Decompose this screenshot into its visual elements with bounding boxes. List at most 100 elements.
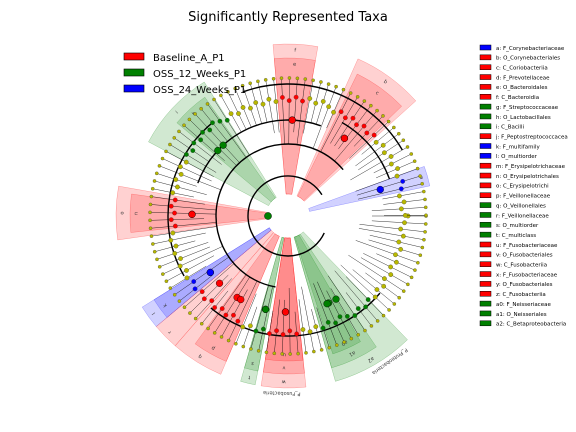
tree-leaf [219, 335, 224, 339]
tree-branch [356, 175, 421, 196]
tree-node [178, 171, 184, 177]
tree-leaf [248, 81, 252, 86]
tree-branch [183, 125, 225, 161]
sector-node-a [376, 185, 384, 194]
sector-q [174, 232, 280, 375]
sector-letter-t: t [248, 374, 251, 380]
key-label-c: c: C_Coriobacteriia [496, 66, 548, 72]
tree-branch [281, 78, 285, 145]
tree-node [191, 140, 197, 146]
tree-branch [358, 140, 404, 171]
tree-branch [326, 89, 344, 129]
tree-branch [327, 275, 366, 331]
tree-branch [298, 299, 307, 353]
tree-branch [320, 92, 351, 152]
sector-b [296, 58, 417, 202]
tree-branch [265, 79, 275, 134]
key-swatch-s [479, 222, 492, 228]
tree-node [177, 164, 183, 170]
tree-node [236, 111, 241, 116]
tree-leaf [386, 119, 391, 124]
legend-swatch-baseline [123, 52, 145, 61]
tree-node [223, 312, 229, 318]
key-label-a1: a1: O_Neisseriales [496, 312, 547, 318]
tree-leaf [420, 182, 424, 186]
tree-node [343, 115, 348, 121]
tree-leaf [149, 234, 154, 238]
tree-leaf [296, 351, 300, 356]
tree-leaf [212, 331, 217, 335]
key-swatch-c [479, 64, 492, 70]
tree-leaf [304, 351, 308, 355]
tree-node [190, 148, 196, 153]
tree-branch [207, 103, 247, 158]
key-label-a0: a0: F_Neisseriaceae [496, 302, 551, 308]
tree-branch [200, 108, 228, 142]
tree-arc [247, 175, 325, 257]
sector-letter-b: b [382, 79, 388, 86]
tree-branch [228, 280, 258, 341]
sector-e [273, 57, 316, 195]
tree-node [209, 298, 215, 304]
tree-node [212, 305, 218, 310]
sector-letter-o: o [119, 212, 125, 215]
tree-leaf [148, 226, 153, 231]
key-label-s: s: O_multiorder [496, 223, 539, 229]
key-label-p: p: F_Veillonellaceae [496, 194, 551, 200]
tree-leaf [150, 186, 155, 191]
tree-node [371, 132, 377, 138]
tree-leaf [401, 289, 406, 293]
sector-letter-i: i [175, 110, 180, 115]
tree-node [184, 275, 190, 281]
tree-leaf [415, 166, 420, 171]
sector-h [176, 96, 276, 203]
tree-branch [334, 270, 378, 322]
key-swatch-t [479, 231, 492, 238]
tree-leaf [327, 345, 332, 350]
tree-node [261, 326, 266, 332]
tree-branch [340, 264, 390, 311]
sector-node-e [288, 116, 296, 124]
key-swatch-a2 [479, 320, 492, 327]
tree-branch [345, 276, 384, 316]
tree-node [175, 184, 180, 190]
tree-node [200, 129, 205, 135]
sector-letter-k: k [162, 302, 169, 308]
legend-label-oss12: OSS_12_Weeks_P1 [153, 69, 246, 80]
key-swatch-n [479, 172, 492, 179]
tree-node [170, 230, 176, 236]
tree-node [325, 320, 331, 325]
tree-leaf [199, 321, 204, 326]
tree-leaf [413, 268, 417, 272]
tree-leaf [418, 253, 423, 257]
tree-leaf [369, 103, 373, 108]
tree-node [274, 328, 279, 334]
legend-label-baseline: Baseline_A_P1 [153, 53, 225, 64]
tree-node [173, 177, 179, 182]
tree-leaf [234, 342, 238, 346]
tree-leaf [311, 78, 315, 83]
chart-title: Significantly Represented Taxa [188, 10, 388, 25]
tree-node [184, 268, 189, 273]
cladogram-tree [148, 76, 428, 356]
tree-node [294, 331, 300, 337]
sector-a0 [294, 234, 361, 355]
tree-node [320, 325, 326, 331]
tree-node [184, 152, 189, 157]
tree-leaf [164, 149, 168, 154]
tree-leaf [148, 218, 152, 223]
tree-branch [235, 293, 257, 344]
sector-node-k [206, 268, 214, 277]
tree-branch [166, 255, 215, 282]
sector-a [308, 166, 431, 212]
tree-node [333, 320, 338, 326]
key-label-i: i: C_Bacilli [496, 125, 524, 131]
tree-node [286, 98, 292, 103]
key-label-v: v: O_Fusobacteriales [496, 253, 553, 259]
tree-node [219, 306, 225, 311]
sector-i [148, 81, 277, 207]
key-swatch-j [479, 133, 492, 139]
tree-branch [303, 80, 314, 134]
tree-leaf [264, 350, 269, 355]
tree-leaf [241, 344, 246, 349]
